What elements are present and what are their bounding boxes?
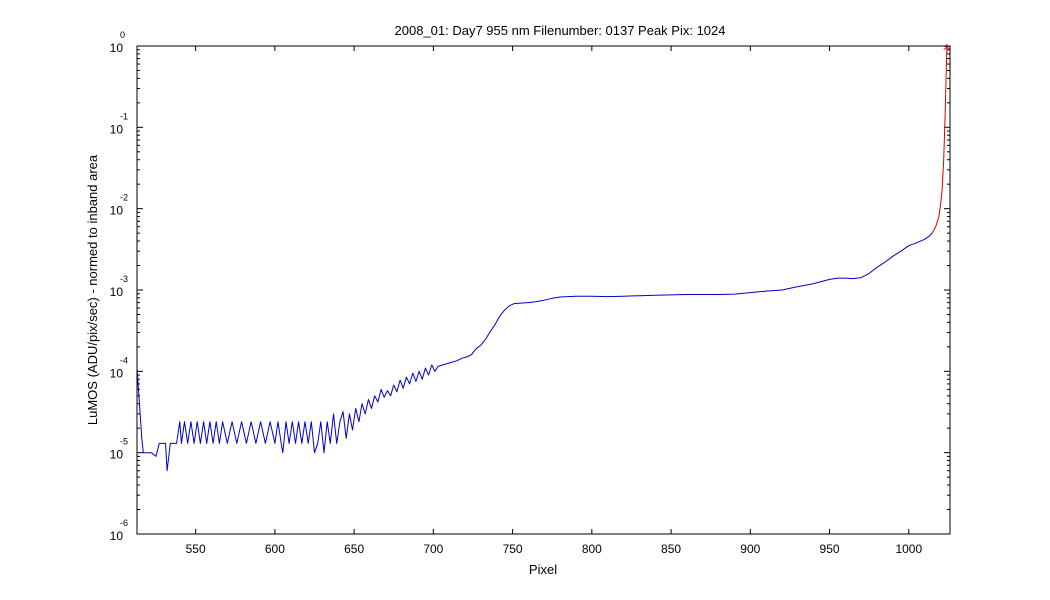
x-tick-label: 550 bbox=[186, 542, 206, 556]
y-tick-label-base: 10 bbox=[110, 448, 124, 462]
y-axis-label: LuMOS (ADU/pix/sec) - normed to inband a… bbox=[85, 154, 100, 425]
y-tick-label-exponent: -3 bbox=[120, 274, 128, 284]
y-tick-label-base: 10 bbox=[110, 41, 124, 55]
y-tick-label-exponent: -1 bbox=[120, 111, 128, 121]
x-tick-label: 900 bbox=[740, 542, 760, 556]
plot-frame bbox=[136, 45, 951, 535]
x-tick-label: 750 bbox=[503, 542, 523, 556]
y-tick-label-exponent: -5 bbox=[120, 437, 128, 447]
y-tick-label-base: 10 bbox=[110, 285, 124, 299]
y-tick-label-exponent: -4 bbox=[120, 355, 128, 365]
blue-series-line bbox=[136, 232, 933, 472]
x-tick-label: 1000 bbox=[895, 542, 922, 556]
x-axis-label: Pixel bbox=[529, 562, 557, 577]
y-tick-label-exponent: 0 bbox=[120, 30, 125, 40]
y-tick-label-base: 10 bbox=[110, 122, 124, 136]
x-tick-label: 650 bbox=[344, 542, 364, 556]
x-tick-label: 700 bbox=[423, 542, 443, 556]
red-series-line bbox=[932, 49, 948, 233]
y-tick-label-exponent: -6 bbox=[120, 518, 128, 528]
x-tick-label: 850 bbox=[661, 542, 681, 556]
peak-marker-group: * bbox=[943, 41, 951, 60]
x-tick-label: 600 bbox=[265, 542, 285, 556]
y-tick-label-base: 10 bbox=[110, 529, 124, 543]
x-tick-label: 800 bbox=[582, 542, 602, 556]
x-tick-label: 950 bbox=[820, 542, 840, 556]
y-tick-label-base: 10 bbox=[110, 366, 124, 380]
y-tick-label-exponent: -2 bbox=[120, 193, 128, 203]
chart-title: 2008_01: Day7 955 nm Filenumber: 0137 Pe… bbox=[395, 23, 726, 38]
x-axis-ticks: 550 600 650 700 750 800 850 900 950 1000 bbox=[186, 46, 922, 556]
data-series bbox=[136, 49, 948, 472]
peak-marker: * bbox=[943, 41, 951, 60]
y-tick-label-base: 10 bbox=[110, 204, 124, 218]
